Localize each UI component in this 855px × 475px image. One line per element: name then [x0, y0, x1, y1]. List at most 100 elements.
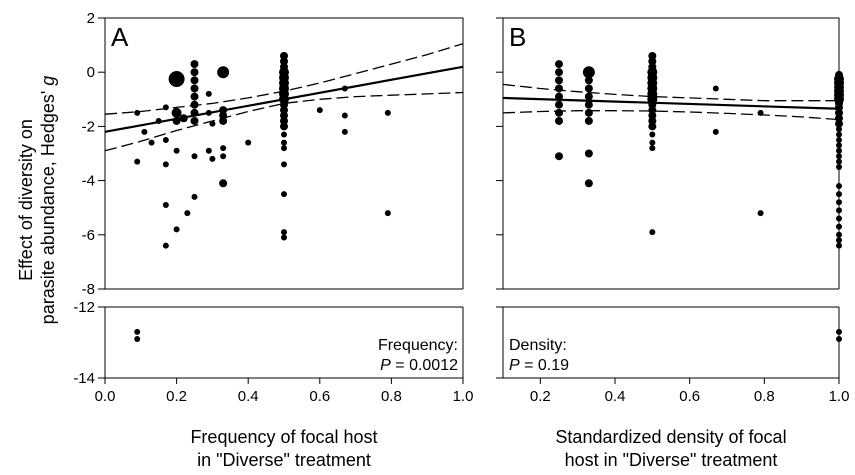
panel-a: A Frequency: P = 0.0012 Frequency of foc…: [100, 17, 470, 470]
panel-b-data-point: [836, 237, 842, 244]
panel-a-data-point: [220, 145, 227, 152]
panel-a-data-point: [217, 66, 230, 79]
panel-b-data-point: [649, 145, 656, 152]
chart-marks: 2 0 -2 -4 -6 -8-12 -140.0 0.2 0.4 0.6 0.8 1.0 0.2 0.4…: [73, 10, 849, 405]
panel-b-data-point: [555, 116, 563, 125]
panel-b-annotation-pvalue: P = 0.19: [509, 357, 569, 374]
panel-a-data-point: [341, 128, 348, 135]
panel-b-data-point: [584, 92, 593, 101]
panel-b-data-point: [584, 84, 593, 93]
panel-b-data-point: [555, 76, 563, 85]
panel-a-x-tick-label: 0.8: [381, 388, 402, 405]
panel-a-data-point: [281, 191, 287, 198]
panel-b-data-point: [836, 207, 842, 214]
panel-b-data-point: [836, 191, 842, 198]
panel-a-axis-break: [100, 289, 470, 307]
panel-b-axis-break: [498, 289, 844, 307]
panel-b-data-point: [836, 183, 842, 190]
panel-a-data-point: [141, 128, 148, 135]
panel-a-data-point: [190, 60, 199, 69]
panel-a-data-point: [134, 328, 141, 335]
panel-a-x-axis-title-line1: Frequency of focal host: [190, 427, 377, 447]
y-axis-title-line2: parasite abundance, Hedges' g: [38, 76, 58, 325]
panel-a-data-point: [205, 147, 212, 154]
panel-b-x-tick-label: 0.6: [679, 388, 700, 405]
panel-b-data-point: [836, 335, 842, 342]
panel-a-data-point: [148, 139, 155, 146]
panel-a-data-point: [191, 193, 198, 200]
panel-b-x-tick-label: 1.0: [829, 388, 850, 405]
panel-a-data-point: [162, 201, 169, 208]
panel-b-data-point: [836, 199, 842, 206]
panel-b-marks: 0.2 0.4 0.6 0.8 1.0: [496, 17, 850, 405]
panel-b-data-point: [555, 108, 563, 117]
panel-b-annotation-label: Density:: [509, 337, 567, 354]
panel-a-data-point: [168, 70, 185, 87]
panel-b-data-point: [712, 128, 719, 135]
panel-a-lower-confidence-line: [104, 91, 464, 152]
panel-a-data-point: [341, 112, 348, 119]
panel-a-data-point: [190, 116, 199, 125]
panel-b-data-point: [836, 136, 842, 143]
panel-a-data-point: [190, 76, 199, 85]
panel-b-data-point: [555, 152, 563, 161]
panel-b-data-point: [582, 66, 595, 79]
panel-b-data-point: [648, 122, 657, 131]
panel-a-x-tick-label: 0.2: [166, 388, 187, 405]
panel-a-data-point: [280, 122, 288, 131]
panel-a-data-point: [209, 155, 216, 162]
panel-a-data-point: [171, 107, 182, 118]
panel-b-data-point: [584, 179, 593, 188]
panel-a-x-tick-label: 0.0: [95, 388, 116, 405]
panel-b-data-point: [555, 68, 563, 77]
panel-a-annotation-pvalue: P = 0.0012: [380, 357, 458, 374]
panel-a-data-point: [209, 120, 216, 127]
panel-b-data-point: [555, 60, 563, 69]
panel-a-data-point: [162, 136, 169, 143]
panel-b-data-point: [835, 119, 843, 128]
y-tick-label: -6: [82, 227, 95, 244]
panel-b-data-point: [584, 100, 593, 109]
panel-a-data-point: [316, 107, 323, 114]
panel-b-data-point: [836, 242, 842, 249]
panel-a-data-point: [281, 139, 287, 146]
y-tick-label: -12: [73, 299, 95, 316]
panel-a-data-point: [134, 109, 141, 116]
panel-a-data-point: [281, 131, 287, 138]
panel-a-data-point: [384, 109, 391, 116]
panel-b: B Density: P = 0.19 Standardized density…: [498, 17, 844, 470]
panel-b-data-point: [836, 164, 842, 171]
panel-b-data-point: [649, 139, 656, 146]
panel-b-frame: [502, 17, 840, 379]
panel-b-letter: B: [509, 22, 526, 52]
panel-a-data-point: [191, 153, 198, 160]
panel-a-data-point: [190, 92, 199, 101]
y-axis-title-line1: Effect of diversity on: [16, 119, 36, 281]
panel-a-frame: [104, 17, 464, 379]
y-tick-label: -2: [82, 118, 95, 135]
panel-a-data-point: [219, 179, 228, 188]
panel-a-data-point: [220, 153, 227, 160]
panel-b-data-point: [836, 142, 842, 149]
panel-a-data-point: [162, 104, 169, 111]
panel-a-marks: 2 0 -2 -4 -6 -8-12 -140.0 0.2 0.4 0.6 0.8 1.0: [73, 10, 473, 405]
panel-a-data-point: [162, 242, 169, 249]
panel-a-x-axis-title-line2: in "Diverse" treatment: [197, 450, 371, 470]
panel-b-data-point: [836, 153, 842, 160]
panel-b-data-point: [836, 131, 842, 138]
panel-b-x-axis-title-line2: host in "Diverse" treatment: [565, 450, 778, 470]
panel-b-data-point: [836, 223, 842, 230]
panel-a-data-point: [190, 68, 199, 77]
panel-b-data-point: [836, 328, 842, 335]
panel-b-upper-confidence-line: [502, 83, 839, 102]
panel-a-data-point: [184, 210, 191, 217]
panel-b-data-point: [649, 131, 656, 138]
panel-a-data-point: [281, 145, 287, 152]
panel-b-data-point: [555, 100, 563, 109]
panel-a-x-tick-label: 0.4: [238, 388, 259, 405]
panel-a-letter: A: [111, 22, 129, 52]
panel-a-data-point: [173, 226, 180, 233]
panel-b-regression-line: [502, 96, 840, 110]
